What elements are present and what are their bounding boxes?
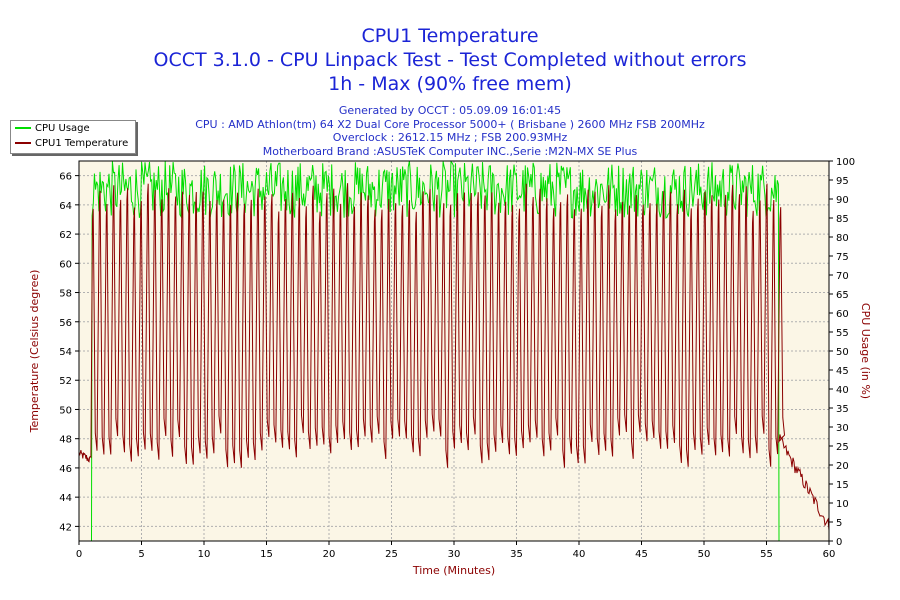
y-right-tick-label: 70 bbox=[836, 271, 849, 282]
x-tick-label: 0 bbox=[76, 549, 82, 560]
x-tick-label: 45 bbox=[635, 549, 648, 560]
y-left-tick-label: 52 bbox=[59, 376, 72, 387]
info-overclock: Overclock : 2612.15 MHz ; FSB 200.93MHz bbox=[332, 131, 568, 144]
y-right-tick-label: 55 bbox=[836, 328, 849, 339]
series-lines bbox=[78, 160, 830, 542]
x-tick-label: 60 bbox=[823, 549, 836, 560]
chart-subtitle-1: OCCT 3.1.0 - CPU Linpack Test - Test Com… bbox=[153, 49, 747, 71]
y-left-tick-label: 50 bbox=[59, 405, 72, 416]
y-left-tick-label: 54 bbox=[59, 347, 72, 358]
info-cpu: CPU : AMD Athlon(tm) 64 X2 Dual Core Pro… bbox=[195, 117, 705, 131]
y-right-tick-label: 35 bbox=[836, 404, 849, 415]
y-right-tick-label: 20 bbox=[836, 461, 849, 472]
y-axis-label-right: CPU Usage (in %) bbox=[859, 303, 872, 399]
x-tick-label: 25 bbox=[385, 549, 398, 560]
y-left-tick-label: 58 bbox=[59, 289, 72, 300]
y-left-tick-label: 44 bbox=[59, 493, 72, 504]
x-tick-label: 30 bbox=[448, 549, 461, 560]
y-left-tick-label: 56 bbox=[59, 318, 72, 329]
y-right-tick-label: 85 bbox=[836, 214, 849, 225]
series-line-cpu-usage bbox=[79, 160, 829, 542]
x-tick-label: 10 bbox=[198, 549, 211, 560]
legend-swatch-cpu-temperature bbox=[15, 142, 31, 144]
chart-titles: CPU1 Temperature OCCT 3.1.0 - CPU Linpac… bbox=[0, 24, 900, 96]
y-right-tick-label: 40 bbox=[836, 385, 849, 396]
legend-item-cpu-usage: CPU Usage bbox=[15, 122, 90, 136]
info-motherboard: Motherboard Brand :ASUSTeK Computer INC.… bbox=[262, 144, 638, 158]
y-left-tick-label: 62 bbox=[59, 230, 72, 241]
chart-subtitle-2: 1h - Max (90% free mem) bbox=[328, 73, 572, 95]
x-axis-label: Time (Minutes) bbox=[412, 564, 495, 577]
legend-swatch-cpu-usage bbox=[15, 127, 31, 129]
y-axis-label-left: Temperature (Celsius degree) bbox=[28, 270, 41, 434]
y-right-tick-label: 45 bbox=[836, 366, 849, 377]
y-right-tick-label: 60 bbox=[836, 309, 849, 320]
x-tick-label: 40 bbox=[573, 549, 586, 560]
y-left-tick-label: 60 bbox=[59, 259, 72, 270]
y-right-tick-label: 65 bbox=[836, 290, 849, 301]
y-left-tick-label: 48 bbox=[59, 435, 72, 446]
chart-title: CPU1 Temperature bbox=[361, 25, 539, 47]
y-right-tick-label: 75 bbox=[836, 252, 849, 263]
y-left-tick-label: 42 bbox=[59, 522, 72, 533]
y-right-tick-label: 90 bbox=[836, 195, 849, 206]
series-line-cpu-temperature bbox=[78, 183, 830, 531]
y-left-tick-label: 46 bbox=[59, 464, 72, 475]
y-right-tick-label: 30 bbox=[836, 423, 849, 434]
y-right-tick-label: 50 bbox=[836, 347, 849, 358]
legend-label-cpu-usage: CPU Usage bbox=[35, 123, 90, 134]
info-generated: Generated by OCCT : 05.09.09 16:01:45 bbox=[338, 104, 562, 117]
y-right-tick-label: 5 bbox=[836, 518, 842, 529]
x-tick-label: 20 bbox=[323, 549, 336, 560]
y-right-tick-label: 95 bbox=[836, 176, 849, 187]
x-tick-label: 50 bbox=[698, 549, 711, 560]
axes: 0 5 10 15 20 25 30 35 40 45 50 55 604244464850525456… bbox=[59, 157, 855, 560]
chart-info: Generated by OCCT : 05.09.09 16:01:45 CP… bbox=[0, 104, 900, 158]
y-left-tick-label: 66 bbox=[59, 172, 72, 183]
y-right-tick-label: 0 bbox=[836, 537, 842, 548]
y-right-tick-label: 100 bbox=[836, 157, 855, 168]
y-right-tick-label: 25 bbox=[836, 442, 849, 453]
y-right-tick-label: 80 bbox=[836, 233, 849, 244]
legend-label-cpu-temperature: CPU1 Temperature bbox=[35, 138, 129, 149]
y-right-tick-label: 10 bbox=[836, 499, 849, 510]
x-tick-label: 55 bbox=[760, 549, 773, 560]
x-tick-label: 5 bbox=[138, 549, 144, 560]
y-left-tick-label: 64 bbox=[59, 201, 72, 212]
y-right-tick-label: 15 bbox=[836, 480, 849, 491]
legend-item-cpu-temperature: CPU1 Temperature bbox=[15, 137, 128, 151]
chart-legend: CPU Usage CPU1 Temperature bbox=[10, 120, 136, 154]
x-tick-label: 35 bbox=[510, 549, 523, 560]
x-tick-label: 15 bbox=[260, 549, 273, 560]
